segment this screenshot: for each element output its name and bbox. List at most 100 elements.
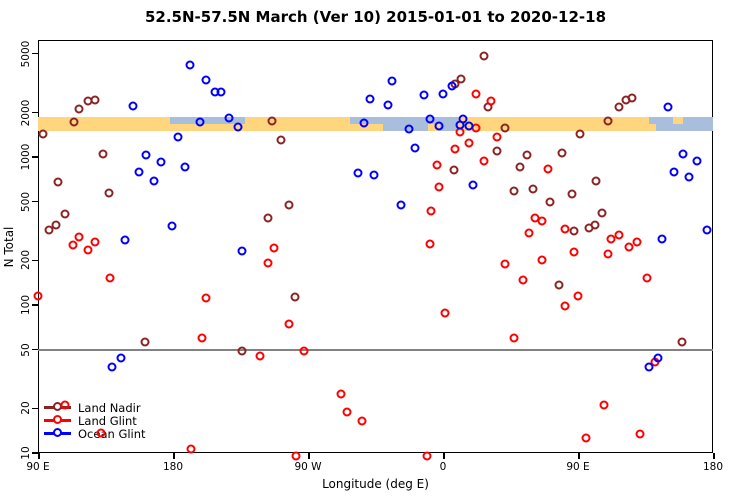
y-tick-label: 50 <box>20 342 32 357</box>
legend-label: Land Glint <box>78 414 137 428</box>
x-tick <box>173 453 175 459</box>
land-band-segment <box>458 116 649 132</box>
y-tick <box>32 111 38 114</box>
data-point-land-glint <box>201 293 211 303</box>
data-point-land-glint <box>336 389 346 399</box>
data-point-land-glint <box>255 351 265 361</box>
data-point-land-glint <box>357 416 367 426</box>
data-point-land-glint <box>479 156 488 166</box>
data-point-land-glint <box>291 451 301 461</box>
data-point-land-glint <box>284 319 293 329</box>
y-tick-label: 5000 <box>20 40 32 67</box>
data-point-ocean-glint <box>141 150 151 160</box>
data-point-ocean-glint <box>134 167 143 177</box>
data-point-land-glint <box>83 245 92 255</box>
data-point-ocean-glint <box>185 60 194 70</box>
data-point-land-glint <box>606 234 616 244</box>
y-tick <box>32 452 38 454</box>
data-point-ocean-glint <box>669 167 679 177</box>
data-point-land-glint <box>434 182 443 192</box>
data-point-land-glint <box>524 228 533 238</box>
y-tick <box>32 200 38 203</box>
data-point-land-nadir <box>545 197 554 207</box>
x-tick-label: 180 <box>162 461 184 473</box>
y-tick-label: 200 <box>20 250 32 271</box>
data-point-land-glint <box>581 433 590 443</box>
data-point-ocean-glint <box>458 114 467 124</box>
x-tick-label: 90 W <box>294 461 322 473</box>
land-band-segment <box>38 116 170 132</box>
data-point-ocean-glint <box>167 221 176 231</box>
data-point-land-nadir <box>492 146 502 156</box>
data-point-land-nadir <box>509 186 518 196</box>
data-point-land-nadir <box>522 150 532 160</box>
data-point-land-nadir <box>603 116 613 126</box>
data-point-land-glint <box>96 428 106 438</box>
data-point-ocean-glint <box>359 118 368 128</box>
y-tick <box>32 304 38 306</box>
data-point-ocean-glint <box>464 121 473 131</box>
data-point-land-glint <box>440 308 449 318</box>
data-point-land-glint <box>299 346 308 356</box>
data-point-land-nadir <box>60 209 70 219</box>
data-point-land-nadir <box>74 104 83 114</box>
data-point-land-nadir <box>627 93 637 103</box>
x-tick-label: 180 <box>702 461 724 473</box>
data-point-land-glint <box>635 429 644 439</box>
x-tick <box>308 453 310 459</box>
data-point-ocean-glint <box>678 149 688 159</box>
data-point-ocean-glint <box>201 75 211 85</box>
data-point-ocean-glint <box>233 122 242 132</box>
data-point-ocean-glint <box>383 100 392 110</box>
data-point-ocean-glint <box>702 225 712 235</box>
data-point-land-glint <box>509 333 518 343</box>
data-point-land-glint <box>90 237 100 247</box>
data-point-land-glint <box>543 164 553 174</box>
data-point-ocean-glint <box>396 200 406 210</box>
data-point-ocean-glint <box>438 89 448 99</box>
data-point-land-glint <box>422 451 431 461</box>
data-point-land-glint <box>624 242 634 252</box>
data-point-land-nadir <box>479 51 488 61</box>
data-point-ocean-glint <box>195 117 205 127</box>
data-point-land-glint <box>537 216 547 226</box>
data-point-ocean-glint <box>410 143 419 152</box>
data-point-land-nadir <box>456 74 466 84</box>
reference-line-50 <box>38 348 713 351</box>
data-point-land-nadir <box>515 162 524 172</box>
data-point-land-glint <box>471 89 481 99</box>
data-point-land-nadir <box>575 129 584 139</box>
data-point-land-nadir <box>677 337 686 347</box>
data-point-ocean-glint <box>107 362 116 372</box>
x-tick <box>713 453 715 459</box>
data-point-ocean-glint <box>180 162 190 172</box>
data-point-land-glint <box>186 444 196 454</box>
data-point-land-glint <box>74 232 83 242</box>
y-axis-label: N Total <box>2 226 16 268</box>
data-point-land-nadir <box>53 177 62 187</box>
data-point-ocean-glint <box>425 114 434 124</box>
land-band-segment <box>672 116 683 125</box>
y-tick-label: 100 <box>20 295 32 316</box>
data-point-land-glint <box>105 273 115 283</box>
legend-label: Ocean Glint <box>78 427 146 441</box>
data-point-land-glint <box>269 243 278 253</box>
data-point-land-nadir <box>554 280 563 290</box>
land-glint-marker-icon <box>44 415 71 424</box>
data-point-land-glint <box>464 138 473 148</box>
data-point-land-glint <box>33 291 43 301</box>
data-point-land-glint <box>614 230 623 240</box>
data-point-ocean-glint <box>365 94 374 104</box>
y-tick-label: 1000 <box>20 143 32 171</box>
data-point-land-nadir <box>276 135 286 145</box>
data-point-land-nadir <box>90 95 100 105</box>
data-point-land-nadir <box>263 213 272 223</box>
data-point-ocean-glint <box>419 90 428 100</box>
land-band-segment <box>648 124 656 132</box>
data-point-ocean-glint <box>369 170 379 180</box>
x-tick-label: 90 E <box>566 461 590 473</box>
data-point-land-nadir <box>51 220 61 229</box>
data-point-ocean-glint <box>684 172 694 182</box>
data-point-land-nadir <box>98 149 107 159</box>
data-point-land-nadir <box>449 165 458 175</box>
